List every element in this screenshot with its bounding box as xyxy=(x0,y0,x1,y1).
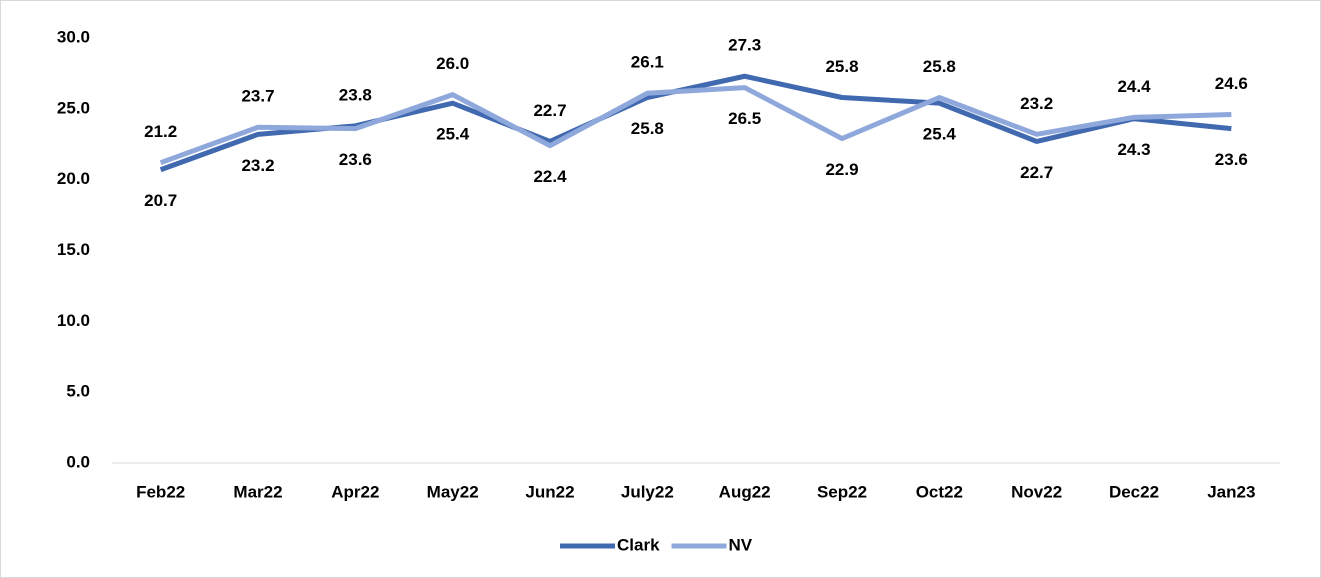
data-label: 22.4 xyxy=(533,167,567,186)
data-label: 24.3 xyxy=(1117,140,1150,159)
data-label: 25.8 xyxy=(923,57,956,76)
x-tick-label: Feb22 xyxy=(136,482,185,501)
x-tick-label: Nov22 xyxy=(1011,482,1062,501)
data-label: 26.1 xyxy=(631,53,664,72)
x-tick-label: Jan23 xyxy=(1207,482,1255,501)
x-tick-label: Apr22 xyxy=(331,482,379,501)
data-label: 21.2 xyxy=(144,122,177,141)
data-label: 25.8 xyxy=(825,57,858,76)
data-label: 23.6 xyxy=(1215,150,1248,169)
legend-label: Clark xyxy=(617,535,660,554)
data-label: 26.0 xyxy=(436,54,469,73)
y-tick-label: 0.0 xyxy=(66,452,90,471)
x-tick-label: Mar22 xyxy=(233,482,282,501)
data-label: 23.2 xyxy=(241,156,274,175)
data-label: 27.3 xyxy=(728,36,761,55)
y-tick-label: 30.0 xyxy=(57,27,90,46)
data-label: 24.6 xyxy=(1215,74,1248,93)
data-label: 20.7 xyxy=(144,191,177,210)
data-label: 23.6 xyxy=(339,150,372,169)
data-label: 26.5 xyxy=(728,109,761,128)
legend-label: NV xyxy=(729,535,753,554)
x-tick-label: Sep22 xyxy=(817,482,867,501)
x-tick-label: Aug22 xyxy=(719,482,771,501)
data-label: 23.2 xyxy=(1020,94,1053,113)
y-tick-label: 10.0 xyxy=(57,311,90,330)
data-label: 24.4 xyxy=(1117,77,1151,96)
data-label: 25.4 xyxy=(923,125,957,144)
x-tick-label: Jun22 xyxy=(525,482,574,501)
data-label: 25.4 xyxy=(436,125,470,144)
x-tick-label: May22 xyxy=(427,482,479,501)
x-tick-label: Oct22 xyxy=(916,482,963,501)
data-label: 22.7 xyxy=(1020,163,1053,182)
y-tick-label: 20.0 xyxy=(57,169,90,188)
data-label: 23.8 xyxy=(339,85,372,104)
data-label: 25.8 xyxy=(631,119,664,138)
y-tick-label: 15.0 xyxy=(57,240,90,259)
x-tick-label: July22 xyxy=(621,482,674,501)
y-tick-label: 5.0 xyxy=(66,382,90,401)
x-tick-label: Dec22 xyxy=(1109,482,1159,501)
data-label: 22.9 xyxy=(825,160,858,179)
data-label: 22.7 xyxy=(533,101,566,120)
y-tick-label: 25.0 xyxy=(57,98,90,117)
data-label: 23.7 xyxy=(241,87,274,106)
series-line xyxy=(159,85,1232,166)
